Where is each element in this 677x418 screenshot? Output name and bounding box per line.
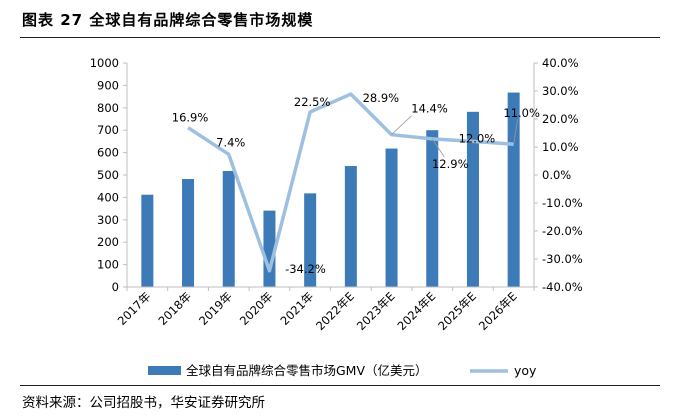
left-tick-label: 100 [97, 258, 119, 272]
yoy-data-label: 12.0% [459, 131, 496, 145]
x-tick-label: 2018年 [155, 289, 194, 328]
x-tick-label: 2026年E [476, 289, 520, 333]
yoy-data-label: 16.9% [172, 111, 209, 125]
bar-2021年 [304, 193, 317, 287]
x-tick-label: 2022年E [313, 289, 357, 333]
bar-2020年 [263, 210, 276, 287]
left-tick-label: 900 [97, 78, 119, 92]
bar-2022年E [344, 166, 357, 287]
legend-bar-label: 全球自有品牌综合零售市场GMV（亿美元） [186, 363, 428, 378]
yoy-data-label: 7.4% [216, 135, 245, 149]
combo-chart: 0 100 200 300 400 500 600 700 800 900 1000 -40.0% -3… [90, 56, 583, 378]
right-tick-label: -40.0% [542, 280, 583, 294]
yoy-data-label: 14.4% [411, 102, 448, 116]
right-tick-label: -20.0% [542, 224, 583, 238]
legend-bar-swatch [148, 366, 181, 375]
x-tick-label: 2025年E [435, 289, 479, 333]
left-tick-label: 1000 [90, 56, 119, 70]
x-tick-label: 2017年 [115, 289, 154, 328]
yoy-line-series: 16.9% 7.4% -34.2% 22.5% 28.9% 14.4% 12.9% 12.0%… [172, 91, 540, 276]
bottom-divider [20, 385, 660, 386]
right-tick-label: 40.0% [542, 56, 579, 70]
right-tick-label: -30.0% [542, 252, 583, 266]
right-tick-label: -10.0% [542, 196, 583, 210]
x-tick-label: 2021年 [278, 289, 317, 328]
title-divider [20, 37, 660, 38]
left-tick-label: 200 [97, 235, 119, 249]
label-leader-line [391, 115, 412, 135]
bar-2025年E [466, 111, 479, 287]
yoy-data-label: 11.0% [503, 106, 540, 120]
bar-2026年E [507, 92, 520, 288]
bar-2024年E [426, 130, 439, 287]
right-tick-label: 20.0% [542, 112, 579, 126]
yoy-data-label: -34.2% [285, 262, 326, 276]
x-tick-label: 2020年 [237, 289, 276, 328]
bar-2018年 [182, 179, 195, 287]
figure-title: 图表 27 全球自有品牌综合零售市场规模 [22, 11, 314, 29]
left-tick-label: 0 [112, 280, 119, 294]
left-tick-label: 700 [97, 123, 119, 137]
chart-legend: 全球自有品牌综合零售市场GMV（亿美元） yoy [148, 363, 537, 378]
left-tick-label: 400 [97, 190, 119, 204]
bar-2023年E [385, 148, 398, 287]
right-tick-label: 30.0% [542, 84, 579, 98]
left-tick-label: 500 [97, 168, 119, 182]
bar-2019年 [222, 170, 235, 287]
right-tick-label: 0.0% [542, 168, 571, 182]
legend-line-label: yoy [514, 363, 537, 378]
label-leader-line [431, 138, 445, 158]
x-tick-label: 2023年E [354, 289, 398, 333]
x-tick-label: 2019年 [196, 289, 235, 328]
yoy-data-label: 22.5% [294, 95, 331, 109]
left-tick-label: 800 [97, 101, 119, 115]
x-tick-label: 2024年E [394, 289, 438, 333]
yoy-data-label: 28.9% [363, 91, 400, 105]
bar-2017年 [141, 194, 154, 287]
yoy-line [187, 92, 514, 273]
yoy-data-label: 12.9% [432, 157, 469, 171]
bar-series [141, 92, 520, 288]
left-tick-label: 600 [97, 146, 119, 160]
label-leader-line [513, 119, 519, 145]
source-note: 资料来源：公司招股书，华安证券研究所 [22, 395, 265, 411]
left-tick-label: 300 [97, 213, 119, 227]
right-tick-label: 10.0% [542, 140, 579, 154]
